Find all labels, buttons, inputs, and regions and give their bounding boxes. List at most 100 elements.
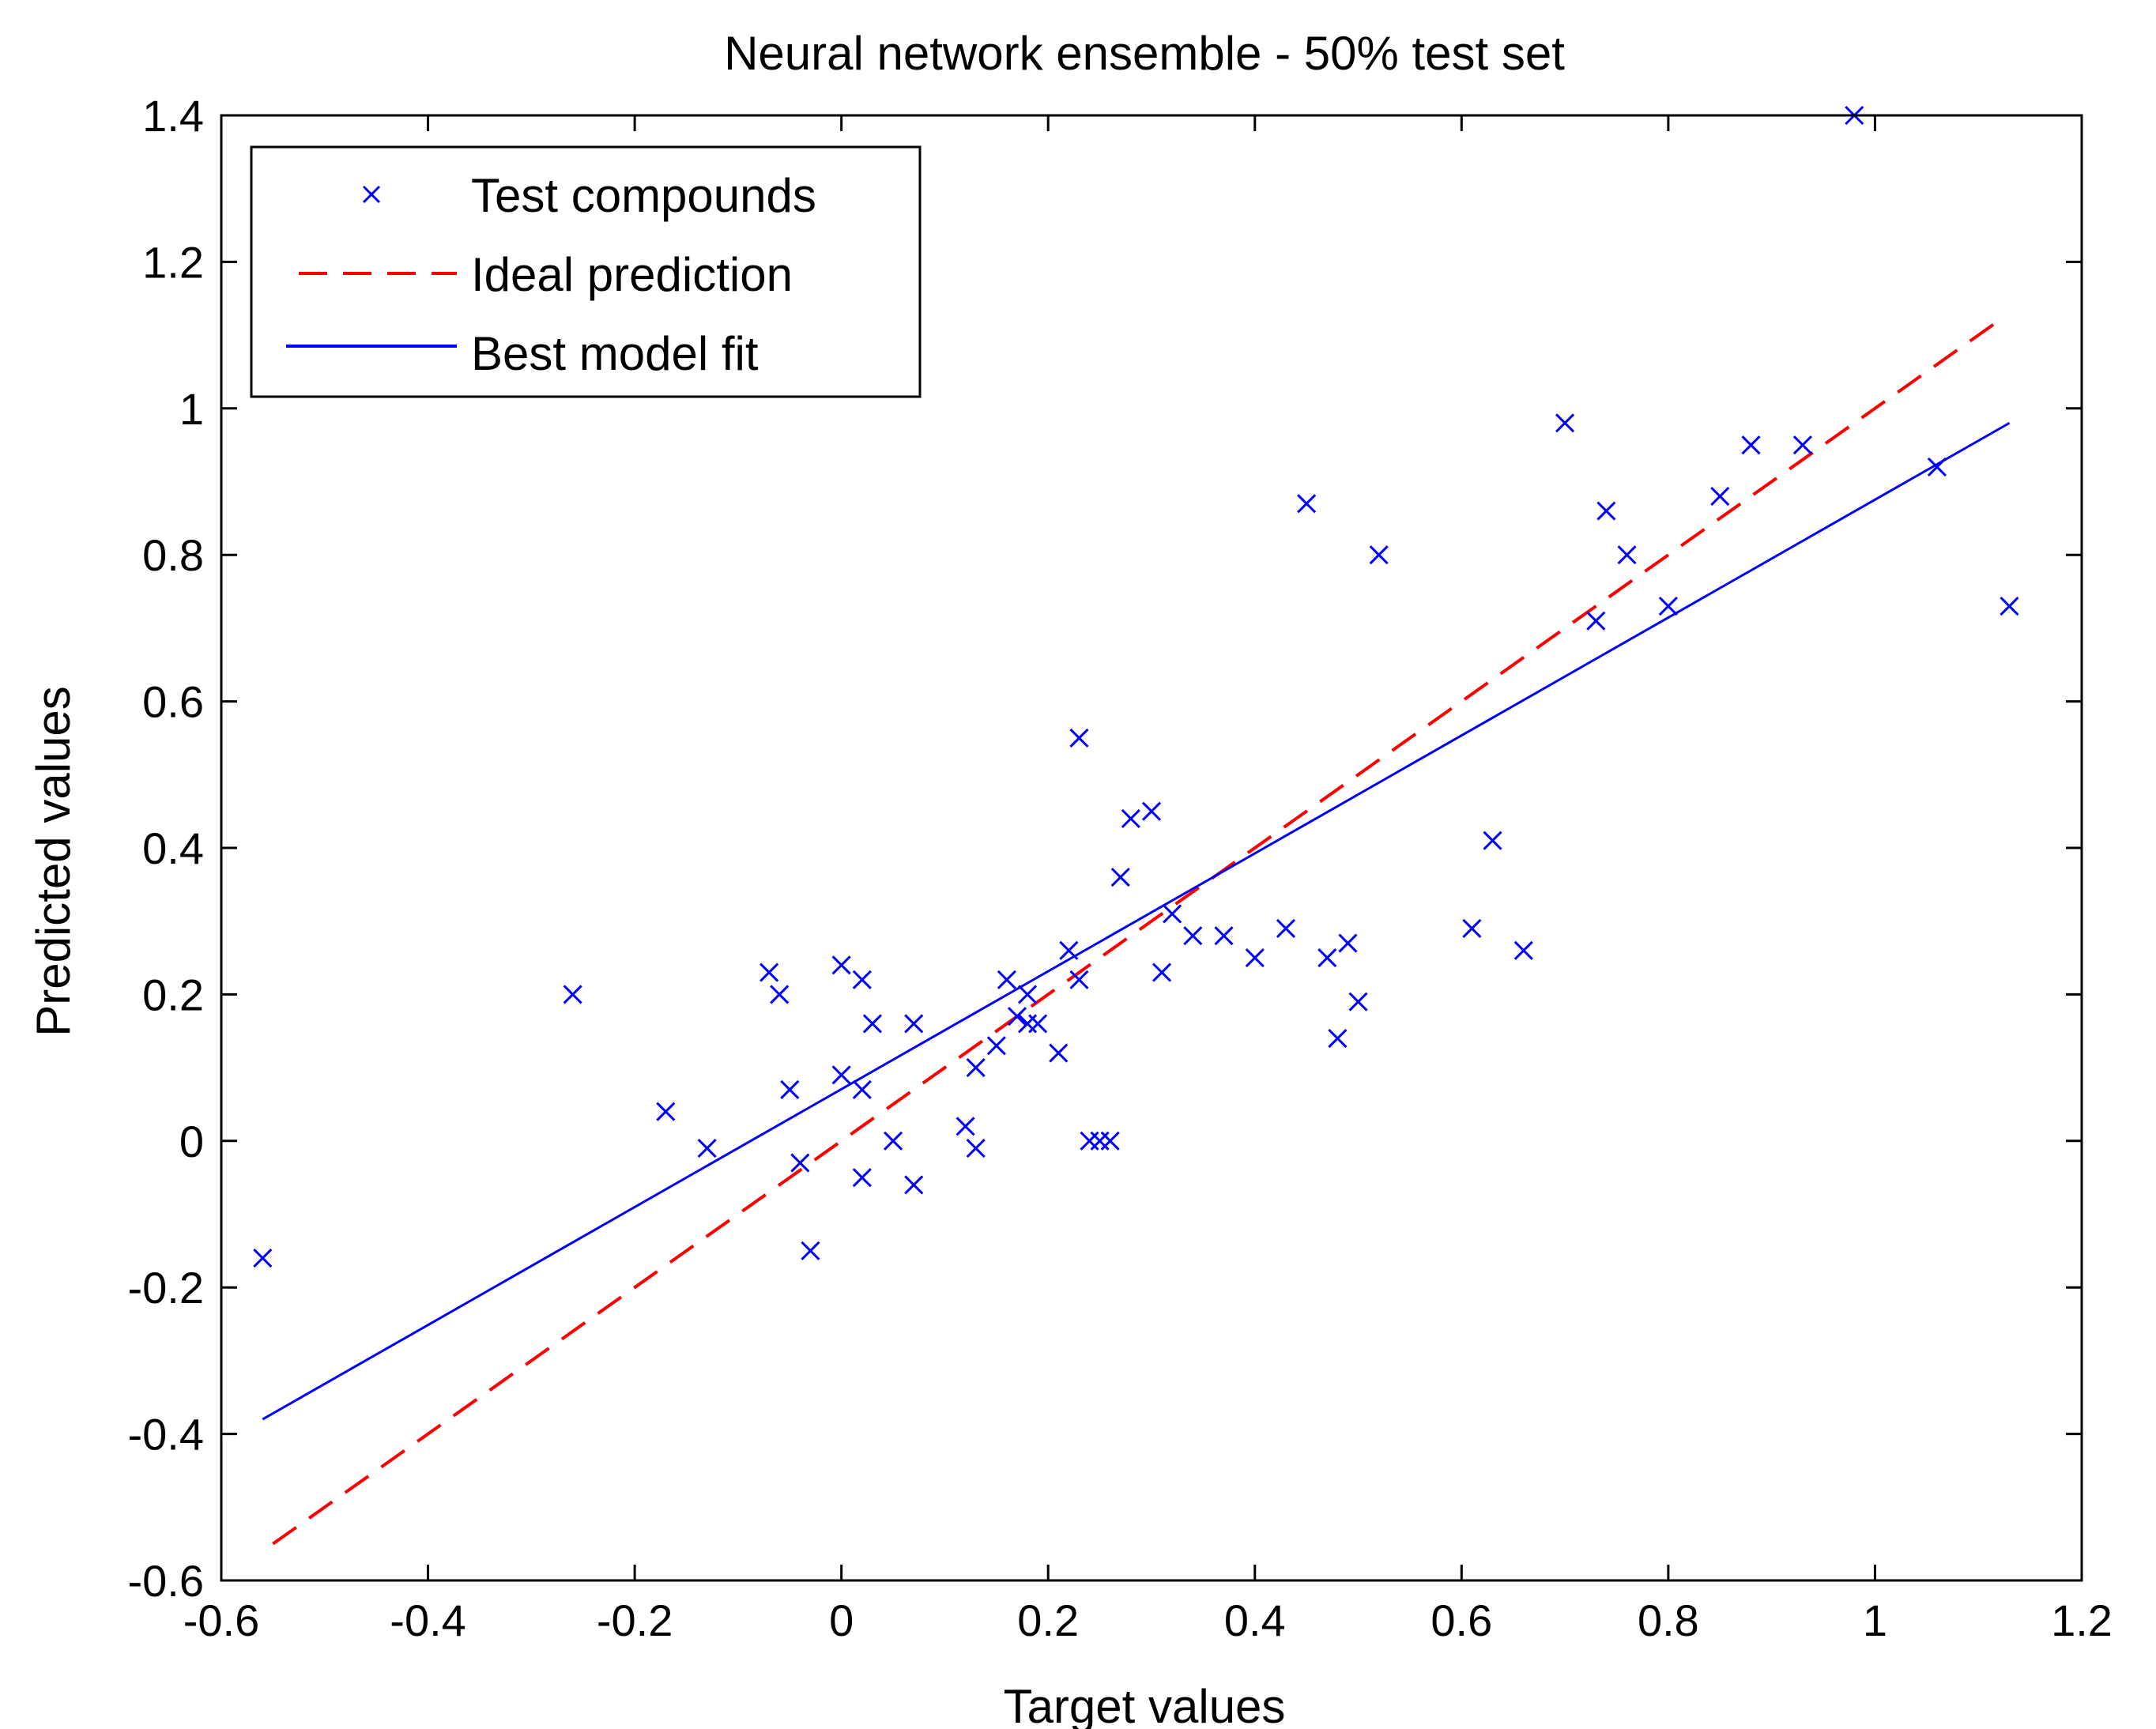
- data-point: [1028, 1014, 1048, 1034]
- data-point-stroke: [1792, 435, 1812, 455]
- data-point-stroke: [966, 1058, 986, 1078]
- data-point-stroke: [1152, 962, 1172, 982]
- data-point-stroke: [1617, 545, 1637, 565]
- data-point-stroke: [1927, 457, 1947, 477]
- y-tick-label: 1: [179, 384, 204, 434]
- data-point: [563, 985, 582, 1004]
- best-model-fit-line: [262, 422, 2011, 1421]
- data-point: [697, 1139, 717, 1158]
- data-point: [1163, 904, 1182, 924]
- y-tick-label: 0.6: [142, 677, 204, 727]
- x-tick-label: 0.6: [1430, 1595, 1492, 1645]
- data-point: [1586, 611, 1606, 631]
- y-axis-label: Predicted values: [27, 686, 80, 1037]
- data-point: [1018, 985, 1038, 1004]
- data-point-stroke: [1369, 545, 1389, 565]
- data-point-stroke: [1513, 940, 1533, 960]
- data-point: [1710, 486, 1730, 507]
- data-point: [831, 1065, 851, 1085]
- data-point: [1338, 933, 1358, 953]
- x-tick-label: -0.2: [597, 1595, 673, 1645]
- data-point: [1596, 501, 1616, 521]
- x-axis-label: Target values: [1004, 1680, 1286, 1729]
- data-point-stroke: [1276, 918, 1296, 939]
- data-point-stroke: [1596, 501, 1616, 521]
- data-point-stroke: [1163, 904, 1182, 924]
- data-point-stroke: [1069, 728, 1089, 748]
- data-point: [1007, 1007, 1027, 1026]
- data-point: [656, 1102, 676, 1121]
- data-point-stroke: [1483, 831, 1502, 850]
- data-point: [1792, 435, 1812, 455]
- data-point-stroke: [1297, 494, 1317, 514]
- x-tick-label: 1.2: [2051, 1595, 2113, 1645]
- data-point-stroke: [862, 1014, 882, 1034]
- data-point: [831, 955, 851, 975]
- data-point: [1183, 926, 1203, 946]
- data-point: [1121, 808, 1140, 828]
- data-point-stroke: [997, 970, 1016, 989]
- data-point-stroke: [1183, 926, 1203, 946]
- data-point: [1100, 1131, 1120, 1151]
- y-tick-label: 0.2: [142, 970, 204, 1019]
- x-tick-label: -0.4: [390, 1595, 466, 1645]
- data-point-stroke: [1110, 868, 1130, 887]
- data-point: [801, 1241, 820, 1260]
- y-tick-label: -0.4: [128, 1410, 205, 1460]
- data-point: [852, 970, 872, 989]
- legend-marker-test-compounds: [362, 185, 381, 204]
- data-point-stroke: [956, 1117, 975, 1136]
- data-point-stroke: [904, 1014, 924, 1034]
- y-tick-label: 0: [179, 1117, 204, 1166]
- data-point: [1214, 926, 1234, 946]
- data-point-stroke: [1710, 486, 1730, 507]
- data-point-stroke: [831, 1065, 851, 1085]
- data-point-stroke: [760, 962, 779, 982]
- data-point-stroke: [1049, 1043, 1069, 1063]
- data-point-stroke: [656, 1102, 676, 1121]
- data-point-stroke: [1555, 413, 1575, 433]
- data-point: [904, 1014, 924, 1034]
- data-point: [760, 962, 779, 982]
- data-point-stroke: [1059, 940, 1079, 960]
- legend-label-best-model-fit: Best model fit: [471, 327, 759, 380]
- y-tick-label: 1.4: [142, 91, 204, 141]
- data-point-stroke: [1741, 435, 1761, 455]
- data-point: [966, 1139, 986, 1158]
- y-tick-label: -0.2: [128, 1263, 205, 1313]
- plot-area: [253, 105, 2019, 1546]
- data-point: [1927, 457, 1947, 477]
- data-point: [2000, 597, 2019, 616]
- data-point-stroke: [1018, 985, 1038, 1004]
- data-point-stroke: [697, 1139, 717, 1158]
- data-point-stroke: [780, 1079, 800, 1099]
- data-point: [1462, 918, 1482, 939]
- data-point: [852, 1168, 872, 1188]
- data-point-stroke: [1245, 947, 1265, 968]
- data-point-stroke: [852, 1168, 872, 1188]
- data-point: [1483, 831, 1502, 850]
- data-point: [780, 1079, 800, 1099]
- data-point-stroke: [986, 1036, 1006, 1056]
- data-point: [904, 1175, 924, 1195]
- data-point-stroke: [801, 1241, 820, 1260]
- data-point-stroke: [1214, 926, 1234, 946]
- x-tick-label: 0: [829, 1595, 854, 1645]
- data-point-stroke: [831, 955, 851, 975]
- data-point: [1141, 801, 1162, 821]
- data-point: [1555, 413, 1575, 433]
- data-point-stroke: [1658, 597, 1678, 616]
- data-point-stroke: [1348, 992, 1368, 1011]
- data-point-stroke: [253, 1249, 273, 1268]
- data-point: [956, 1117, 975, 1136]
- data-point: [253, 1249, 273, 1268]
- legend-label-test-compounds: Test compounds: [471, 169, 816, 222]
- data-point: [1059, 940, 1079, 960]
- x-tick-label: 0.4: [1224, 1595, 1286, 1645]
- x-tick-label: -0.6: [183, 1595, 260, 1645]
- chart-title: Neural network ensemble - 50% test set: [724, 27, 1565, 80]
- data-point: [1069, 970, 1089, 989]
- data-point-stroke: [1100, 1131, 1120, 1151]
- data-point-stroke: [1328, 1028, 1348, 1049]
